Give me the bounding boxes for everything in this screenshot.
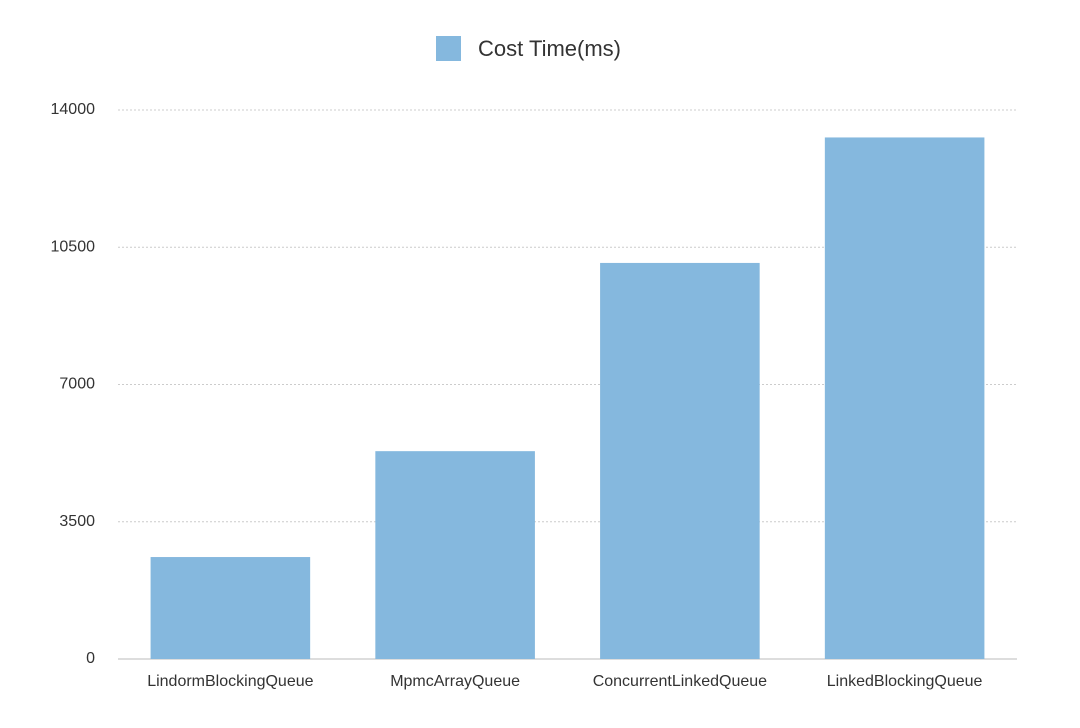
legend-label: Cost Time(ms)	[478, 36, 621, 61]
y-tick-label: 10500	[51, 238, 96, 255]
bar	[600, 262, 760, 659]
y-tick-label: 3500	[59, 513, 95, 530]
bar	[150, 557, 311, 659]
y-tick-label: 0	[86, 650, 95, 667]
x-tick-label: LinkedBlockingQueue	[827, 673, 983, 690]
legend-swatch	[436, 36, 461, 61]
x-tick-label: LindormBlockingQueue	[147, 673, 313, 690]
y-tick-label: 7000	[59, 376, 95, 393]
bar	[375, 451, 535, 659]
x-tick-label: MpmcArrayQueue	[390, 673, 520, 690]
bar	[824, 137, 985, 659]
y-tick-label: 14000	[51, 101, 96, 118]
x-tick-label: ConcurrentLinkedQueue	[593, 673, 767, 690]
